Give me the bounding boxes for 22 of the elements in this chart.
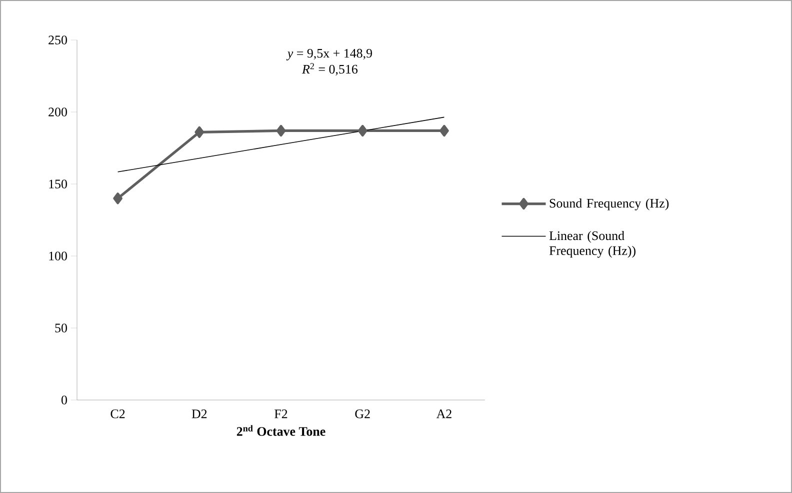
y-tick-label: 50 (55, 324, 67, 332)
x-tick-label: F2 (274, 410, 288, 418)
point (113, 192, 122, 204)
y-tick-label: 0 (62, 396, 67, 404)
y-tick-label: 100 (49, 252, 67, 260)
x-tick-label: A2 (436, 410, 452, 418)
annotation: y = 9,5x + 148,9 (286, 48, 372, 60)
x-tick-label: D2 (192, 410, 207, 418)
point (358, 124, 368, 137)
point (276, 124, 286, 137)
y-tick-label: 150 (49, 180, 67, 188)
point (440, 124, 449, 137)
y-tick-label: 200 (48, 108, 67, 116)
x-tick-label: C2 (110, 410, 125, 418)
line-series (117, 116, 445, 172)
legend-label: Sound Frequency (Hz) (550, 198, 669, 210)
x-tick-label: G2 (355, 410, 370, 418)
y-tick-label: 250 (48, 36, 67, 44)
point (194, 126, 204, 138)
annotation: R$^{2}$ = 0,516 (302, 63, 358, 76)
x-axis-title: 2$^{nd}$ Octave Tone (236, 425, 326, 436)
legend-label: Linear (Sound Frequency (Hz)) (549, 230, 636, 258)
